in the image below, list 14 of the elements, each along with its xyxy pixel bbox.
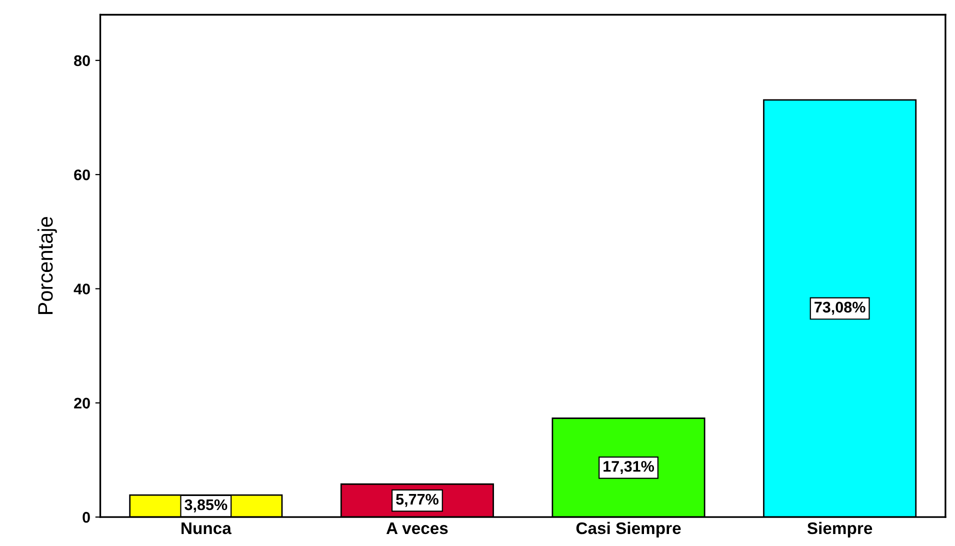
y-tick-label: 80 xyxy=(74,55,90,66)
y-tick-label: 60 xyxy=(74,169,90,180)
y-axis-title: Porcentaje xyxy=(37,217,57,314)
x-tick-label: Nunca xyxy=(182,522,232,534)
data-label: 73,08% xyxy=(814,302,866,315)
y-tick-label: 40 xyxy=(74,284,90,294)
x-tick-label: A veces xyxy=(386,522,448,534)
data-label: 5,77% xyxy=(396,494,438,507)
y-tick-label: 20 xyxy=(74,398,90,409)
x-tick-label: Siempre xyxy=(807,522,872,538)
data-label: 17,31% xyxy=(604,460,654,474)
data-label: 3,85% xyxy=(184,499,228,512)
x-tick-label: Casi Siempre xyxy=(576,522,681,538)
y-tick-label: 0 xyxy=(82,512,90,523)
